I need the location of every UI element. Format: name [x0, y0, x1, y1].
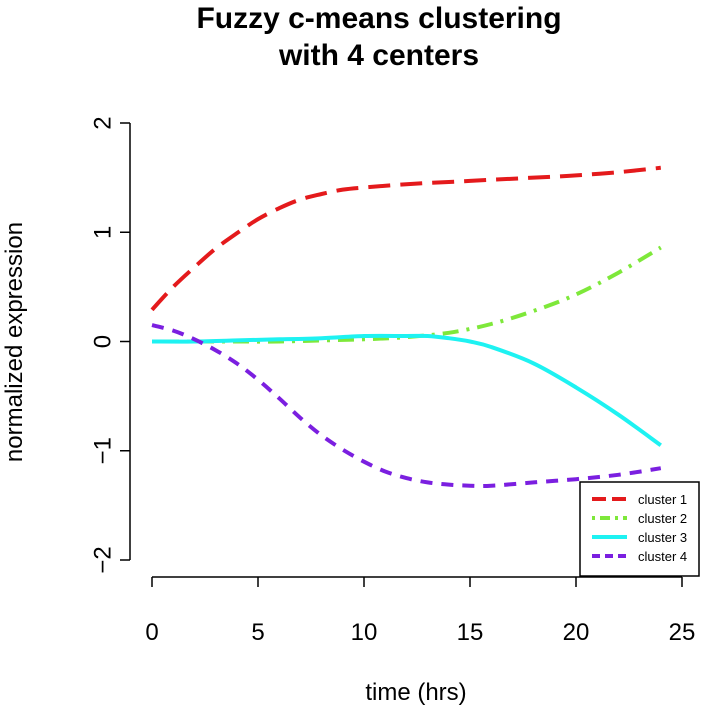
- series-lines-group: [150, 165, 662, 489]
- chart-title-line1: Fuzzy c-means clustering: [196, 2, 561, 35]
- legend-label-cluster-1: cluster 1: [638, 492, 687, 507]
- y-tick-label: 0: [89, 335, 116, 348]
- legend: cluster 1 cluster 2 cluster 3 cluster 4: [579, 481, 700, 577]
- x-tick-label: 25: [669, 619, 696, 646]
- series-line-cluster-2: [151, 245, 662, 344]
- y-tick-label: 1: [89, 226, 116, 239]
- legend-label-cluster-3: cluster 3: [638, 530, 687, 545]
- x-tick-label: 10: [351, 619, 378, 646]
- x-tick-label: 20: [563, 619, 590, 646]
- y-tick-label: −1: [89, 437, 116, 464]
- legend-label-cluster-2: cluster 2: [638, 511, 687, 526]
- y-tick-label: 2: [89, 116, 116, 129]
- chart-title-line2: with 4 centers: [278, 39, 479, 72]
- x-axis-label: time (hrs): [365, 679, 466, 706]
- series-line-cluster-4: [151, 323, 662, 489]
- axes-group: 0 5 10 15 20 25 −2 −1 0 1 2: [89, 116, 695, 646]
- y-tick-label: −2: [89, 546, 116, 573]
- x-tick-label: 0: [145, 619, 158, 646]
- legend-label-cluster-4: cluster 4: [638, 549, 687, 564]
- series-line-cluster-1: [150, 165, 661, 312]
- x-tick-label: 5: [251, 619, 264, 646]
- x-tick-label: 15: [457, 619, 484, 646]
- y-axis-label: normalized expression: [1, 222, 28, 462]
- series-line-cluster-3: [151, 333, 662, 447]
